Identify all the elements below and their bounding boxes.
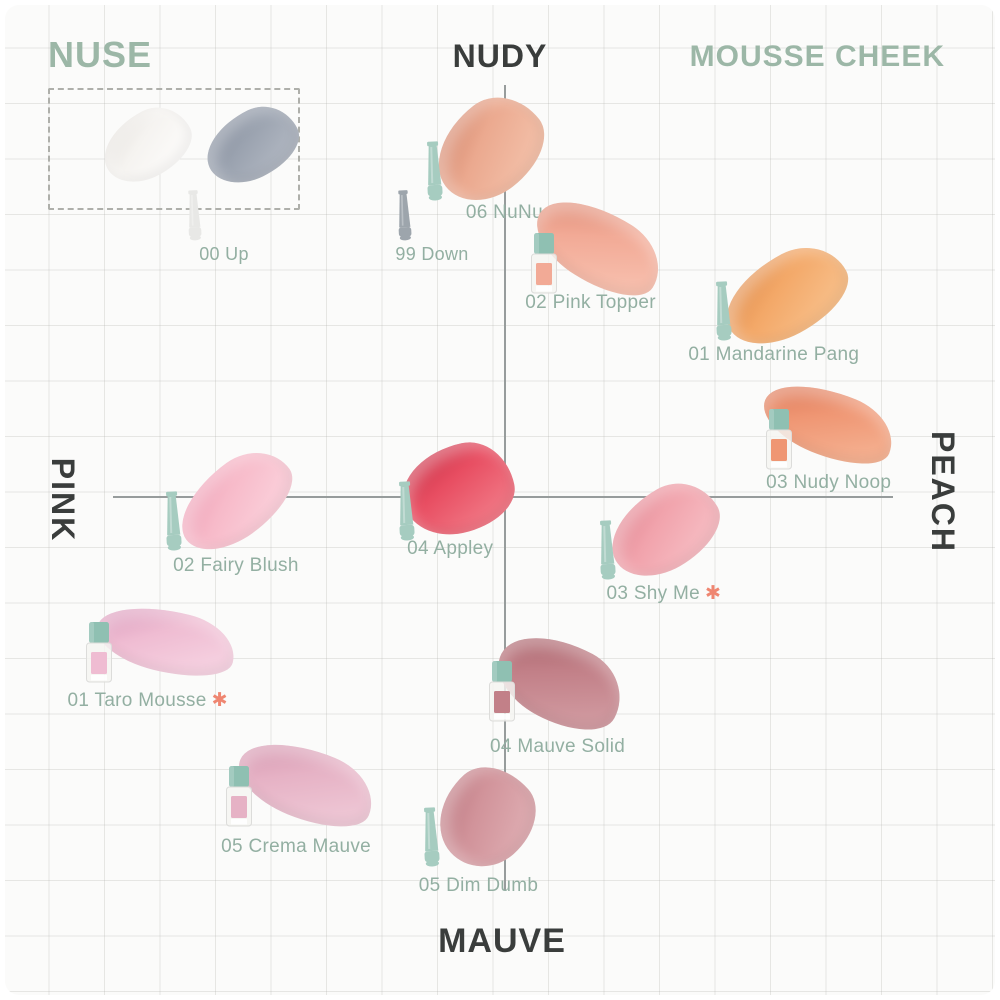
bottle-icon <box>530 232 557 294</box>
brand-title: NUSE <box>48 34 153 75</box>
bottle-icon <box>765 409 792 470</box>
bottle-icon <box>85 621 112 682</box>
legend-box: 00 Up✱ 99 Down✱ <box>48 88 468 264</box>
product-swatch <box>194 94 310 196</box>
axis-label-nudy: NUDY <box>452 38 548 74</box>
tube-icon <box>427 140 443 200</box>
tube-icon <box>165 491 182 551</box>
product-label: 05 Crema Mauve✱ <box>221 836 372 857</box>
product-line-title: MOUSSE CHEEK <box>689 40 945 73</box>
axis-label-mauve: MAUVE <box>438 922 566 960</box>
tube-icon <box>399 481 415 541</box>
product-swatch <box>91 95 203 195</box>
axis-label-peach: PEACH <box>925 430 961 554</box>
product-label: 05 Dim Dumb✱ <box>418 874 539 896</box>
axis-label-pink: PINK <box>45 457 81 543</box>
tube-icon <box>715 281 732 341</box>
product-label: 04 Appley✱ <box>407 537 494 559</box>
product-label: 06 NuNu✱ <box>465 201 543 223</box>
product-label: 00 Up✱ <box>199 244 249 264</box>
tube-icon <box>398 189 412 241</box>
bottle-icon <box>488 660 515 721</box>
product-label: 04 Mauve Solid✱ <box>490 735 626 757</box>
star-icon: ✱ <box>211 689 228 711</box>
product-label: 01 Taro Mousse ✱ <box>67 689 228 711</box>
product-label: 02 Pink Topper✱ <box>525 291 656 313</box>
product-label: 01 Mandarine Pang✱ <box>688 344 860 366</box>
product-label: 03 Shy Me ✱ <box>606 582 722 604</box>
tube-icon <box>599 520 616 580</box>
tube-icon <box>188 189 202 241</box>
tube-icon <box>423 807 440 867</box>
product-label: 99 Down✱ <box>395 244 469 264</box>
product-label: 02 Fairy Blush✱ <box>173 555 299 577</box>
product-label: 03 Nudy Noop✱ <box>766 472 892 494</box>
star-icon: ✱ <box>705 582 722 604</box>
bottle-icon <box>226 766 253 827</box>
